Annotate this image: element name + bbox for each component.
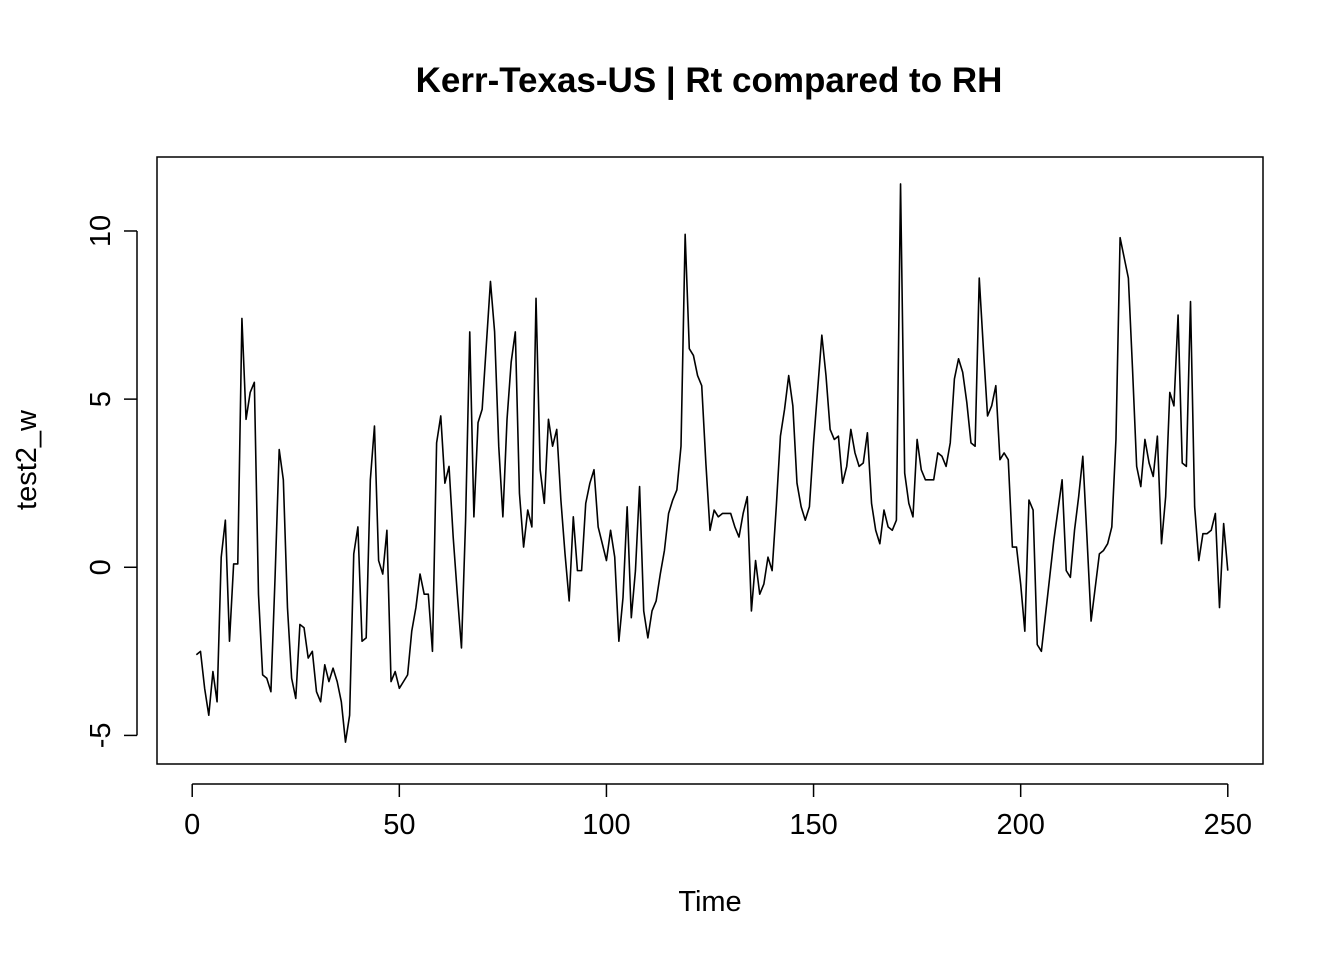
y-tick-label: 10 <box>85 215 117 247</box>
x-axis: 0 50 100 150 200 250 <box>184 783 1252 841</box>
x-tick-label: 100 <box>582 809 630 841</box>
plot-area-border <box>156 156 1264 765</box>
y-tick-label: 5 <box>85 391 117 407</box>
x-tick-label: 0 <box>184 809 200 841</box>
chart-title: Kerr-Texas-US | Rt compared to RH <box>416 61 1003 100</box>
y-axis: -5 0 5 10 <box>85 215 138 749</box>
y-tick-label: -5 <box>85 723 117 749</box>
data-points <box>195 182 1229 743</box>
y-tick-label: 0 <box>85 559 117 575</box>
x-tick-label: 50 <box>383 809 415 841</box>
x-tick-label: 200 <box>996 809 1044 841</box>
x-tick-label: 150 <box>789 809 837 841</box>
y-axis-label: test2_w <box>11 409 43 510</box>
x-tick-label: 250 <box>1204 809 1252 841</box>
series-line <box>195 183 1229 743</box>
x-axis-label: Time <box>678 886 741 918</box>
